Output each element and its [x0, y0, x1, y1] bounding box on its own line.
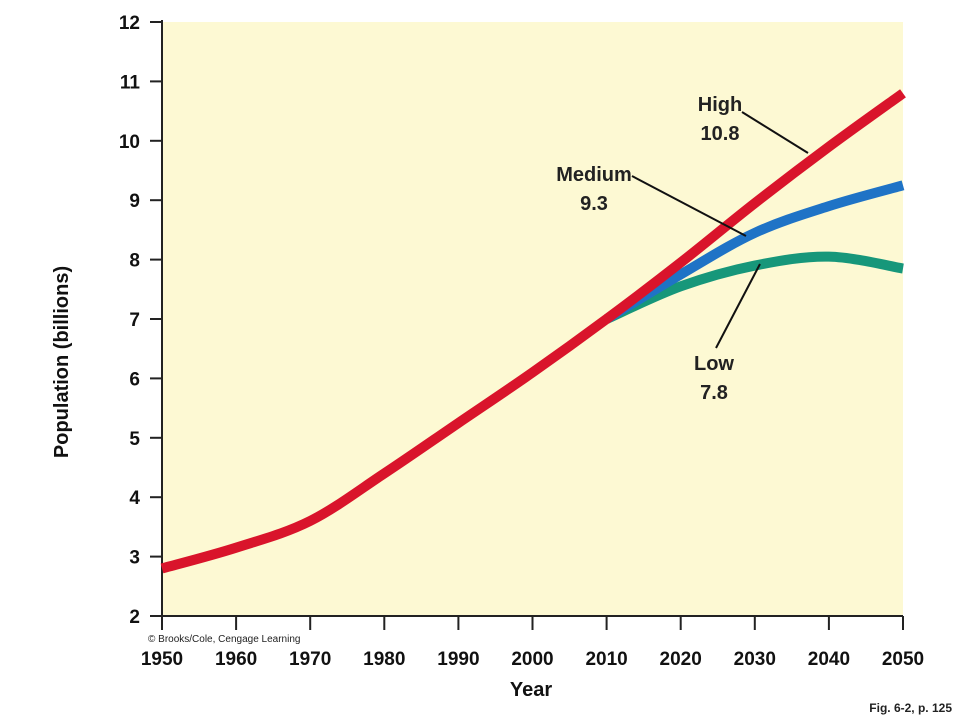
axes: 2 3 4 5 6 7 8 9 10 11 12 1950 1960 1970 1980 1990 2000 20…: [119, 13, 924, 670]
annotation-value-low: 7.8: [700, 382, 728, 404]
y-tick-label: 9: [129, 191, 140, 212]
leader-line-medium: [631, 175, 747, 237]
y-tick-label: 7: [129, 310, 140, 331]
y-tick-label: 10: [119, 132, 140, 153]
x-tick-label: 2050: [882, 649, 924, 670]
x-tick-label: 2010: [585, 649, 627, 670]
x-tick-label: 2020: [660, 649, 702, 670]
y-tick-label: 5: [129, 429, 140, 450]
annotation-value-high: 10.8: [701, 123, 740, 145]
copyright-note: © Brooks/Cole, Cengage Learning: [148, 634, 300, 645]
series-layer: [160, 89, 906, 574]
x-tick-label: 1990: [437, 649, 479, 670]
annotation-label-high: High: [698, 94, 742, 116]
annotation-label-medium: Medium: [556, 164, 632, 186]
annotations: High 10.8 Medium 9.3 Low 7.8: [556, 94, 809, 404]
x-tick-label: 1950: [141, 649, 183, 670]
leader-line-high: [741, 111, 809, 154]
plot-area: [162, 22, 903, 616]
series-line-high: [160, 89, 906, 574]
x-tick-label: 2000: [511, 649, 553, 670]
y-axis-title: Population (billions): [51, 266, 73, 458]
x-tick-label: 1970: [289, 649, 331, 670]
y-tick-label: 12: [119, 13, 140, 34]
figure-note: Fig. 6-2, p. 125: [869, 701, 952, 715]
x-axis-title: Year: [510, 679, 552, 701]
x-tick-label: 1960: [215, 649, 257, 670]
y-tick-label: 2: [129, 607, 140, 628]
leader-line-low: [715, 263, 761, 349]
annotation-value-medium: 9.3: [580, 193, 608, 215]
series-line-medium: [604, 180, 905, 324]
y-tick-label: 8: [129, 251, 140, 272]
y-tick-label: 11: [120, 72, 141, 93]
x-tick-label: 2040: [808, 649, 850, 670]
series-line-low: [604, 251, 904, 324]
y-tick-label: 6: [129, 369, 140, 390]
y-tick-label: 4: [129, 488, 140, 509]
x-tick-label: 1980: [363, 649, 405, 670]
y-tick-label: 3: [129, 548, 140, 569]
x-tick-label: 2030: [734, 649, 776, 670]
annotation-label-low: Low: [694, 353, 734, 375]
